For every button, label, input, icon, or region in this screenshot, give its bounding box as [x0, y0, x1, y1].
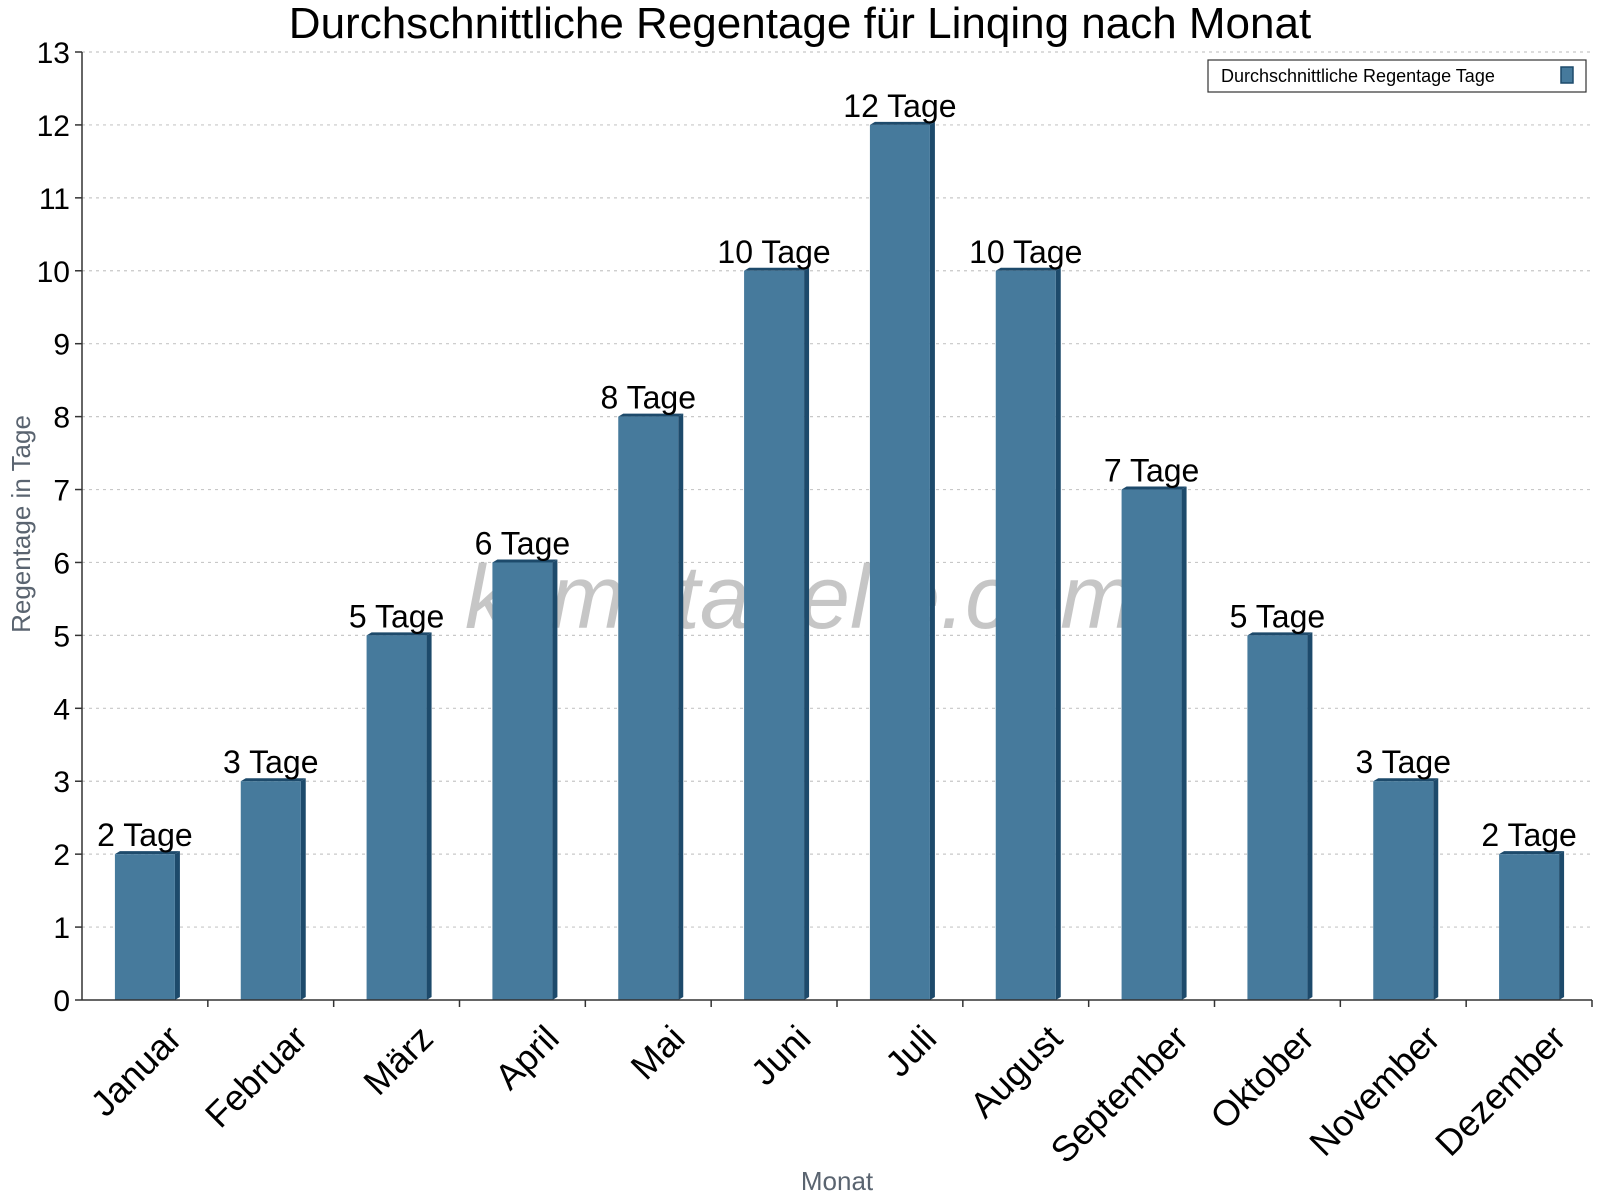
bar-6	[869, 124, 930, 1000]
data-label-10: 3 Tage	[1356, 744, 1452, 780]
bar-side-0	[174, 851, 180, 1000]
bar-7	[995, 270, 1056, 1000]
y-tick-label-7: 7	[53, 475, 70, 508]
x-tick-label-8: September	[1042, 1017, 1196, 1171]
x-tick-label-9: Oktober	[1202, 1017, 1322, 1137]
y-tick-label-13: 13	[37, 37, 70, 70]
bar-top-10	[1373, 778, 1439, 782]
bar-side-11	[1559, 851, 1565, 1000]
data-label-5: 10 Tage	[717, 234, 830, 270]
chart-title: Durchschnittliche Regentage für Linqing …	[289, 0, 1311, 48]
data-labels: 2 Tage 3 Tage 5 Tage 6 Tage 8 Tage 10 Tage 12 …	[97, 88, 1577, 853]
bar-side-8	[1181, 486, 1187, 1000]
x-tick-label-4: Mai	[623, 1017, 693, 1087]
y-tick-label-5: 5	[53, 620, 70, 653]
legend-label: Durchschnittliche Regentage Tage	[1221, 66, 1495, 86]
y-tick-label-9: 9	[53, 329, 70, 362]
data-label-2: 5 Tage	[349, 598, 445, 634]
y-tick-label-3: 3	[53, 766, 70, 799]
data-label-8: 7 Tage	[1104, 453, 1200, 489]
bar-top-6	[869, 121, 935, 125]
bar-11	[1499, 854, 1560, 1000]
data-label-11: 2 Tage	[1481, 817, 1577, 853]
x-tick-label-6: Juli	[877, 1017, 944, 1084]
bar-top-7	[995, 267, 1061, 271]
x-tick-label-0: Januar	[82, 1017, 189, 1124]
bar-top-0	[114, 851, 180, 855]
data-label-0: 2 Tage	[97, 817, 193, 853]
y-tick-label-8: 8	[53, 402, 70, 435]
y-tick-label-11: 11	[39, 183, 70, 216]
legend-swatch	[1560, 66, 1574, 84]
bars	[114, 121, 1565, 1001]
x-tick-label-1: Februar	[197, 1017, 315, 1135]
x-axis-title: Monat	[801, 1166, 874, 1196]
data-label-6: 12 Tage	[843, 88, 956, 124]
data-label-4: 8 Tage	[601, 380, 697, 416]
data-label-9: 5 Tage	[1230, 598, 1326, 634]
bar-side-1	[300, 778, 306, 1000]
legend: Durchschnittliche Regentage Tage	[1207, 59, 1587, 93]
bar-2	[366, 635, 427, 1000]
bar-side-4	[678, 413, 684, 1001]
bar-top-3	[492, 559, 558, 563]
bar-side-2	[426, 632, 432, 1000]
bar-top-5	[744, 267, 810, 271]
bar-top-1	[240, 778, 306, 782]
bar-9	[1247, 635, 1308, 1000]
y-tick-label-0: 0	[53, 985, 70, 1018]
x-tick-label-3: April	[487, 1017, 567, 1097]
data-label-1: 3 Tage	[223, 744, 319, 780]
x-tick-label-7: August	[962, 1017, 1070, 1125]
bar-1	[240, 781, 301, 1000]
bar-top-2	[366, 632, 432, 636]
y-tick-label-4: 4	[53, 693, 70, 726]
bar-0	[114, 854, 175, 1000]
bar-side-5	[804, 267, 810, 1000]
bar-3	[492, 562, 553, 1000]
y-tick-label-12: 12	[37, 110, 70, 143]
grid-lines	[82, 51, 1592, 928]
y-tick-label-10: 10	[37, 256, 70, 289]
bar-10	[1373, 781, 1434, 1000]
bar-4	[618, 416, 679, 1001]
data-label-7: 10 Tage	[969, 234, 1082, 270]
x-tick-label-2: März	[355, 1017, 441, 1103]
y-tick-label-6: 6	[53, 547, 70, 580]
bar-side-6	[929, 121, 935, 1000]
y-tick-label-2: 2	[53, 839, 70, 872]
bar-side-10	[1433, 778, 1439, 1000]
bar-top-11	[1499, 851, 1565, 855]
bar-side-9	[1307, 632, 1313, 1000]
x-tick-label-10: November	[1301, 1017, 1447, 1163]
bar-top-9	[1247, 632, 1313, 636]
bar-8	[1121, 489, 1182, 1000]
legend-box	[1207, 59, 1587, 93]
bar-top-8	[1121, 486, 1187, 490]
bar-top-4	[618, 413, 684, 417]
bar-5	[744, 270, 805, 1000]
y-axis-title: Regentage in Tage	[6, 415, 36, 633]
y-tick-label-1: 1	[53, 912, 70, 945]
x-tick-label-11: Dezember	[1427, 1017, 1573, 1163]
data-label-3: 6 Tage	[475, 525, 571, 561]
bar-side-7	[1055, 267, 1061, 1000]
bar-side-3	[552, 559, 558, 1000]
x-tick-label-5: Juni	[743, 1017, 819, 1093]
